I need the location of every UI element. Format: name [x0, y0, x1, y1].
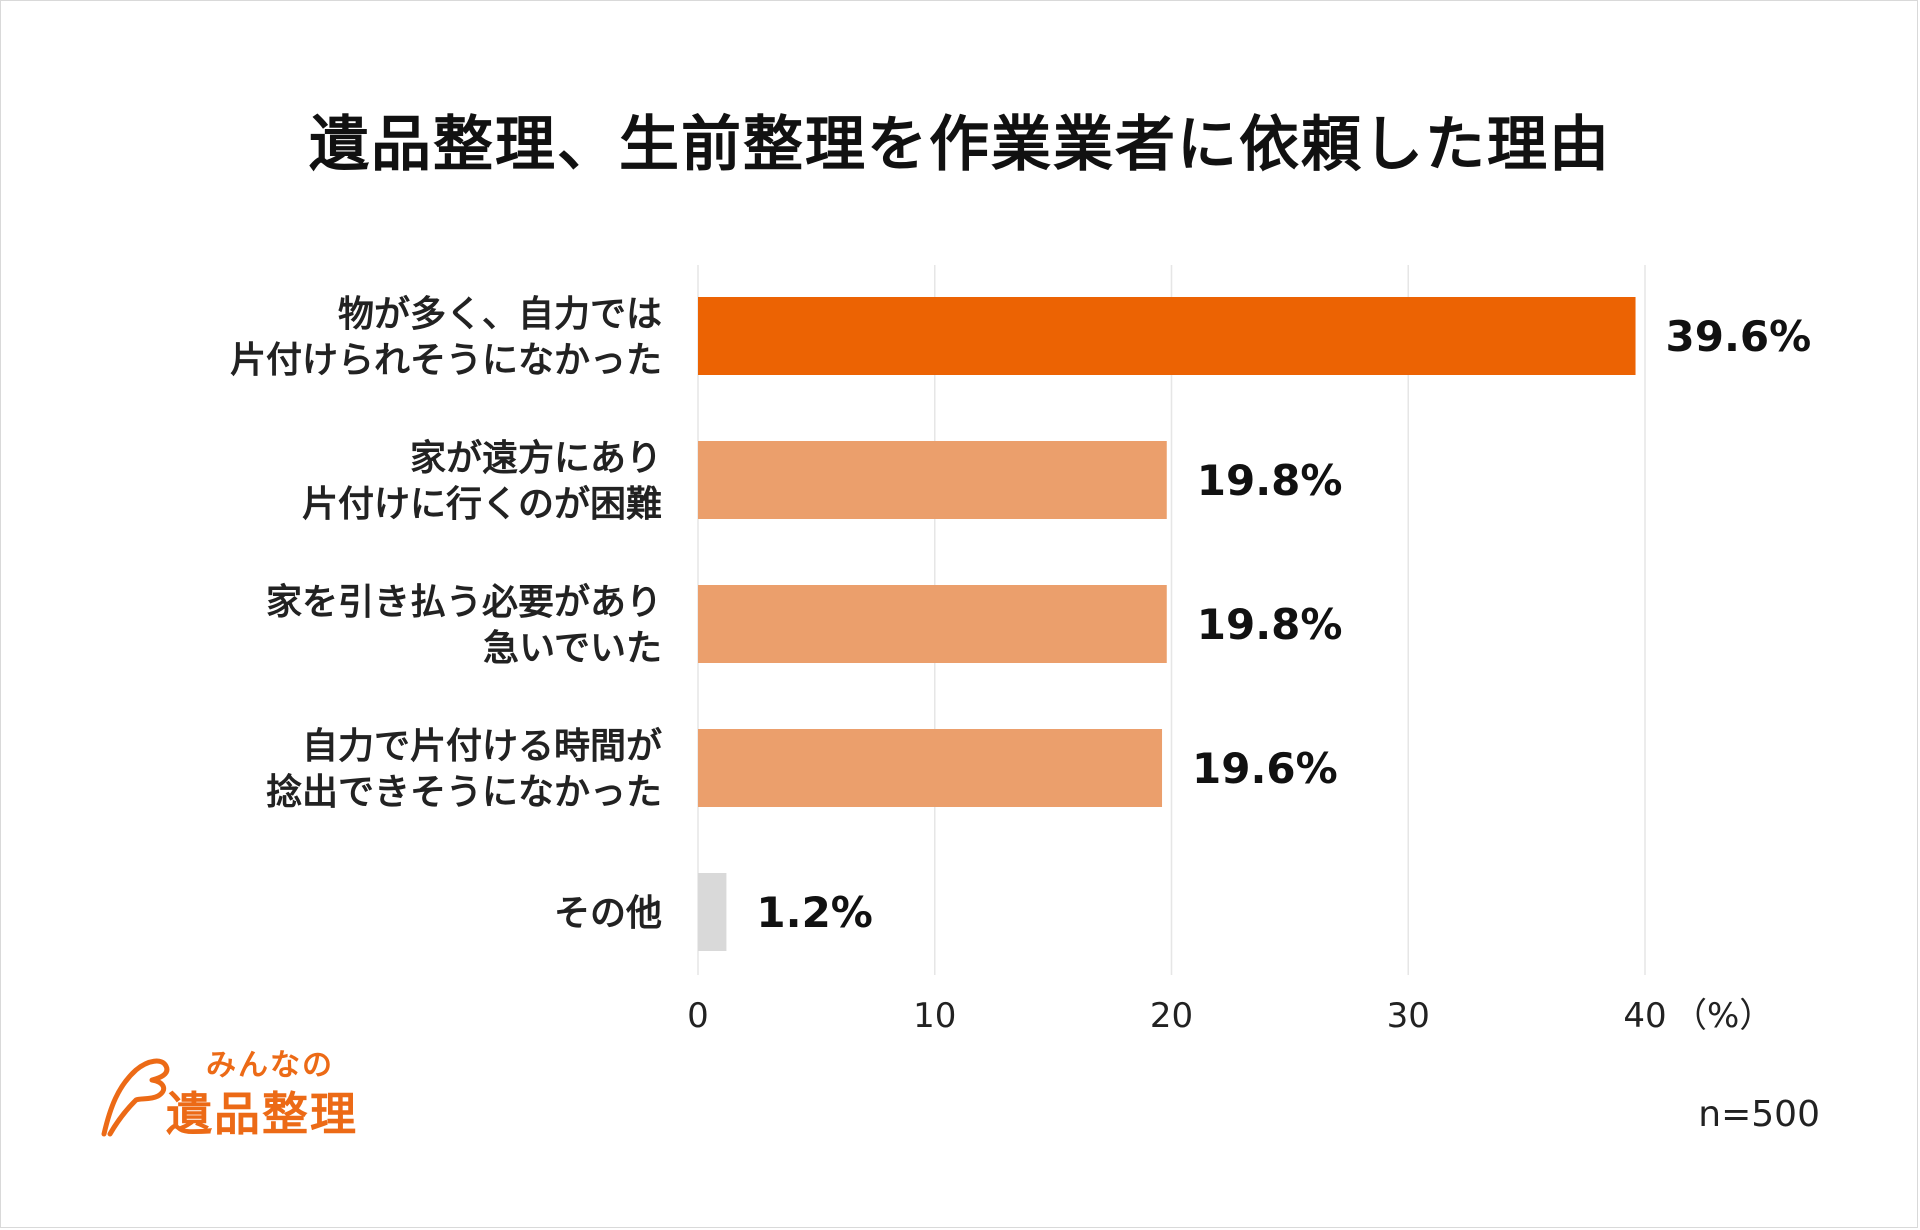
x-tick-label-0: 0: [687, 996, 709, 1036]
category-label-4-0: その他: [554, 893, 662, 934]
category-label-3-0: 自力で片付ける時間が: [302, 726, 662, 767]
value-label-2: 19.8%: [1197, 600, 1343, 649]
category-label-1-0: 家が遠方にあり: [410, 438, 662, 479]
value-label-0: 39.6%: [1666, 312, 1812, 361]
x-tick-label-1: 10: [913, 996, 956, 1036]
x-tick-label-4: 40: [1623, 996, 1666, 1036]
logo-line2: 遺品整理: [166, 1087, 358, 1141]
logo-line1: みんなの: [206, 1048, 334, 1083]
category-label-3-1: 捻出できそうになかった: [266, 772, 662, 813]
x-tick-label-3: 30: [1387, 996, 1430, 1036]
category-label-2-0: 家を引き払う必要があり: [266, 582, 662, 623]
bar-2: [698, 585, 1167, 663]
wing-icon: [101, 1058, 170, 1137]
x-tick-label-2: 20: [1150, 996, 1193, 1036]
category-label-0-1: 片付けられそうになかった: [230, 340, 662, 381]
bar-1: [698, 441, 1167, 519]
category-label-0-0: 物が多く、自力では: [338, 294, 662, 335]
value-label-4: 1.2%: [756, 888, 872, 937]
bar-0: [698, 297, 1636, 375]
category-label-2-1: 急いでいた: [483, 628, 662, 669]
value-label-3: 19.6%: [1192, 744, 1338, 793]
chart-title: 遺品整理、生前整理を作業業者に依頼した理由: [309, 110, 1611, 180]
x-unit-label: （%）: [1673, 996, 1773, 1036]
bar-3: [698, 729, 1163, 807]
category-label-1-1: 片付けに行くのが困難: [302, 484, 662, 525]
bar-4: [698, 873, 727, 951]
brand-logo: みんなの 遺品整理: [96, 1040, 396, 1141]
value-label-1: 19.8%: [1197, 456, 1343, 505]
sample-size: n=500: [1698, 1094, 1820, 1135]
